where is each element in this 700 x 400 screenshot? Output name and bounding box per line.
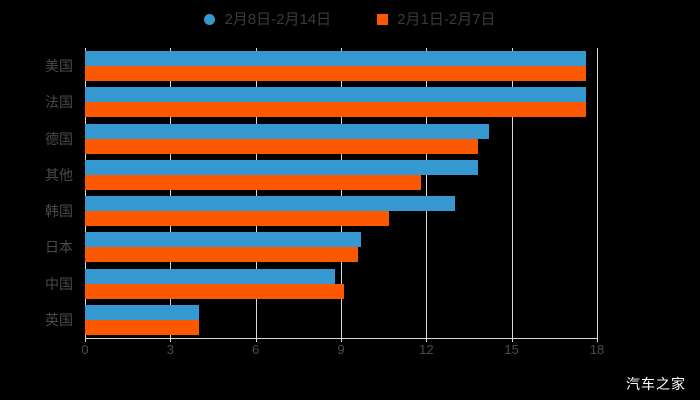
x-tick-mark <box>426 338 428 342</box>
y-axis-label: 中国 <box>45 275 73 292</box>
x-tick-label: 9 <box>337 342 345 357</box>
bar-series-2[interactable] <box>85 66 586 82</box>
gridline <box>341 48 342 338</box>
x-tick-label: 18 <box>589 342 605 357</box>
gridline <box>511 48 513 338</box>
y-axis-label: 韩国 <box>45 203 73 220</box>
gridline <box>597 48 598 338</box>
x-tick-mark <box>341 338 342 342</box>
x-tick-label: 15 <box>504 342 519 357</box>
plot-area <box>85 48 598 338</box>
bar-series-1[interactable] <box>85 268 336 284</box>
x-tick-mark <box>85 338 86 342</box>
y-axis-label: 美国 <box>45 58 73 75</box>
gridline <box>255 48 257 338</box>
legend-marker-square-icon <box>377 13 389 25</box>
y-axis-label: 法国 <box>45 94 73 111</box>
x-tick-mark <box>170 338 172 342</box>
bar-series-1[interactable] <box>85 87 586 103</box>
legend-item-series-2[interactable]: 2月1日-2月7日 <box>377 10 496 28</box>
x-tick-mark <box>255 338 257 342</box>
x-tick-label: 3 <box>166 342 174 357</box>
y-axis-label: 其他 <box>45 166 73 183</box>
legend-label-series-1: 2月8日-2月14日 <box>224 10 332 28</box>
bar-series-2[interactable] <box>85 247 359 263</box>
legend-label-series-2: 2月1日-2月7日 <box>397 10 496 28</box>
y-axis-label: 日本 <box>45 239 73 256</box>
bar-series-1[interactable] <box>85 232 361 248</box>
watermark: 汽车之家 <box>626 376 686 392</box>
legend-marker-circle-icon <box>204 13 216 25</box>
gridline <box>426 48 428 338</box>
bar-series-2[interactable] <box>85 319 199 335</box>
bar-series-2[interactable] <box>85 174 421 190</box>
x-tick-label: 6 <box>252 342 260 357</box>
gridline <box>170 48 172 338</box>
x-tick-mark <box>511 338 513 342</box>
y-axis-label: 德国 <box>45 130 73 147</box>
bar-series-2[interactable] <box>85 211 390 227</box>
y-axis-label: 英国 <box>45 311 73 328</box>
x-tick-mark <box>597 338 598 342</box>
bar-series-1[interactable] <box>85 304 199 320</box>
bar-series-1[interactable] <box>85 123 489 139</box>
y-axis-line <box>85 48 86 338</box>
bar-series-1[interactable] <box>85 51 586 67</box>
chart-legend: 2月8日-2月14日 2月1日-2月7日 <box>0 6 700 32</box>
x-tick-label: 12 <box>419 342 434 357</box>
bar-series-2[interactable] <box>85 102 586 118</box>
bar-series-1[interactable] <box>85 159 478 175</box>
bar-series-1[interactable] <box>85 196 455 212</box>
legend-item-series-1[interactable]: 2月8日-2月14日 <box>204 12 331 27</box>
x-axis-labels: 0 3 6 9 12 15 18 <box>0 343 700 363</box>
bar-series-2[interactable] <box>85 283 344 299</box>
bar-series-2[interactable] <box>85 138 478 154</box>
x-tick-label: 0 <box>81 342 89 357</box>
